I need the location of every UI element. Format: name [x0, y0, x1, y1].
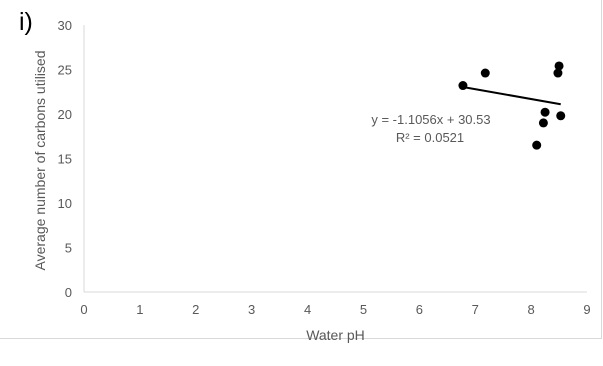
data-point — [540, 107, 550, 117]
data-point — [554, 61, 564, 71]
x-tick-label: 7 — [472, 302, 479, 317]
x-tick-label: 8 — [527, 302, 534, 317]
data-points — [458, 61, 566, 150]
y-tick-label: 15 — [58, 152, 72, 167]
data-point — [480, 68, 490, 78]
x-tick-label: 4 — [304, 302, 311, 317]
x-tick-label: 9 — [583, 302, 590, 317]
y-tick-label: 0 — [65, 285, 72, 300]
data-point — [458, 81, 468, 91]
y-tick-label: 30 — [58, 18, 72, 33]
y-axis-title: Average number of carbons utilised — [32, 51, 48, 271]
trendline-r-squared: R² = 0.0521 — [396, 130, 464, 145]
chart-frame — [0, 0, 602, 339]
x-tick-label: 6 — [416, 302, 423, 317]
x-axis-title: Water pH — [306, 327, 365, 343]
y-tick-label: 25 — [58, 63, 72, 78]
x-tick-label: 1 — [136, 302, 143, 317]
data-point — [532, 140, 542, 150]
y-tick-label: 5 — [65, 241, 72, 256]
x-tick-label: 5 — [360, 302, 367, 317]
data-point — [556, 111, 566, 121]
y-tick-labels: 0 5 10 15 20 25 30 — [58, 18, 72, 300]
trendline — [462, 86, 561, 106]
y-tick-label: 20 — [58, 107, 72, 122]
axes — [83, 25, 587, 293]
trendline-group — [462, 86, 561, 106]
data-point — [553, 68, 563, 78]
data-point — [538, 118, 548, 128]
trendline-equation: y = -1.1056x + 30.53 — [371, 112, 490, 127]
x-tick-label: 0 — [80, 302, 87, 317]
panel-label: i) — [19, 8, 33, 36]
x-tick-label: 2 — [192, 302, 199, 317]
x-tick-label: 3 — [248, 302, 255, 317]
y-tick-label: 10 — [58, 196, 72, 211]
x-tick-labels: 0 1 2 3 4 5 6 7 8 9 — [80, 302, 590, 317]
